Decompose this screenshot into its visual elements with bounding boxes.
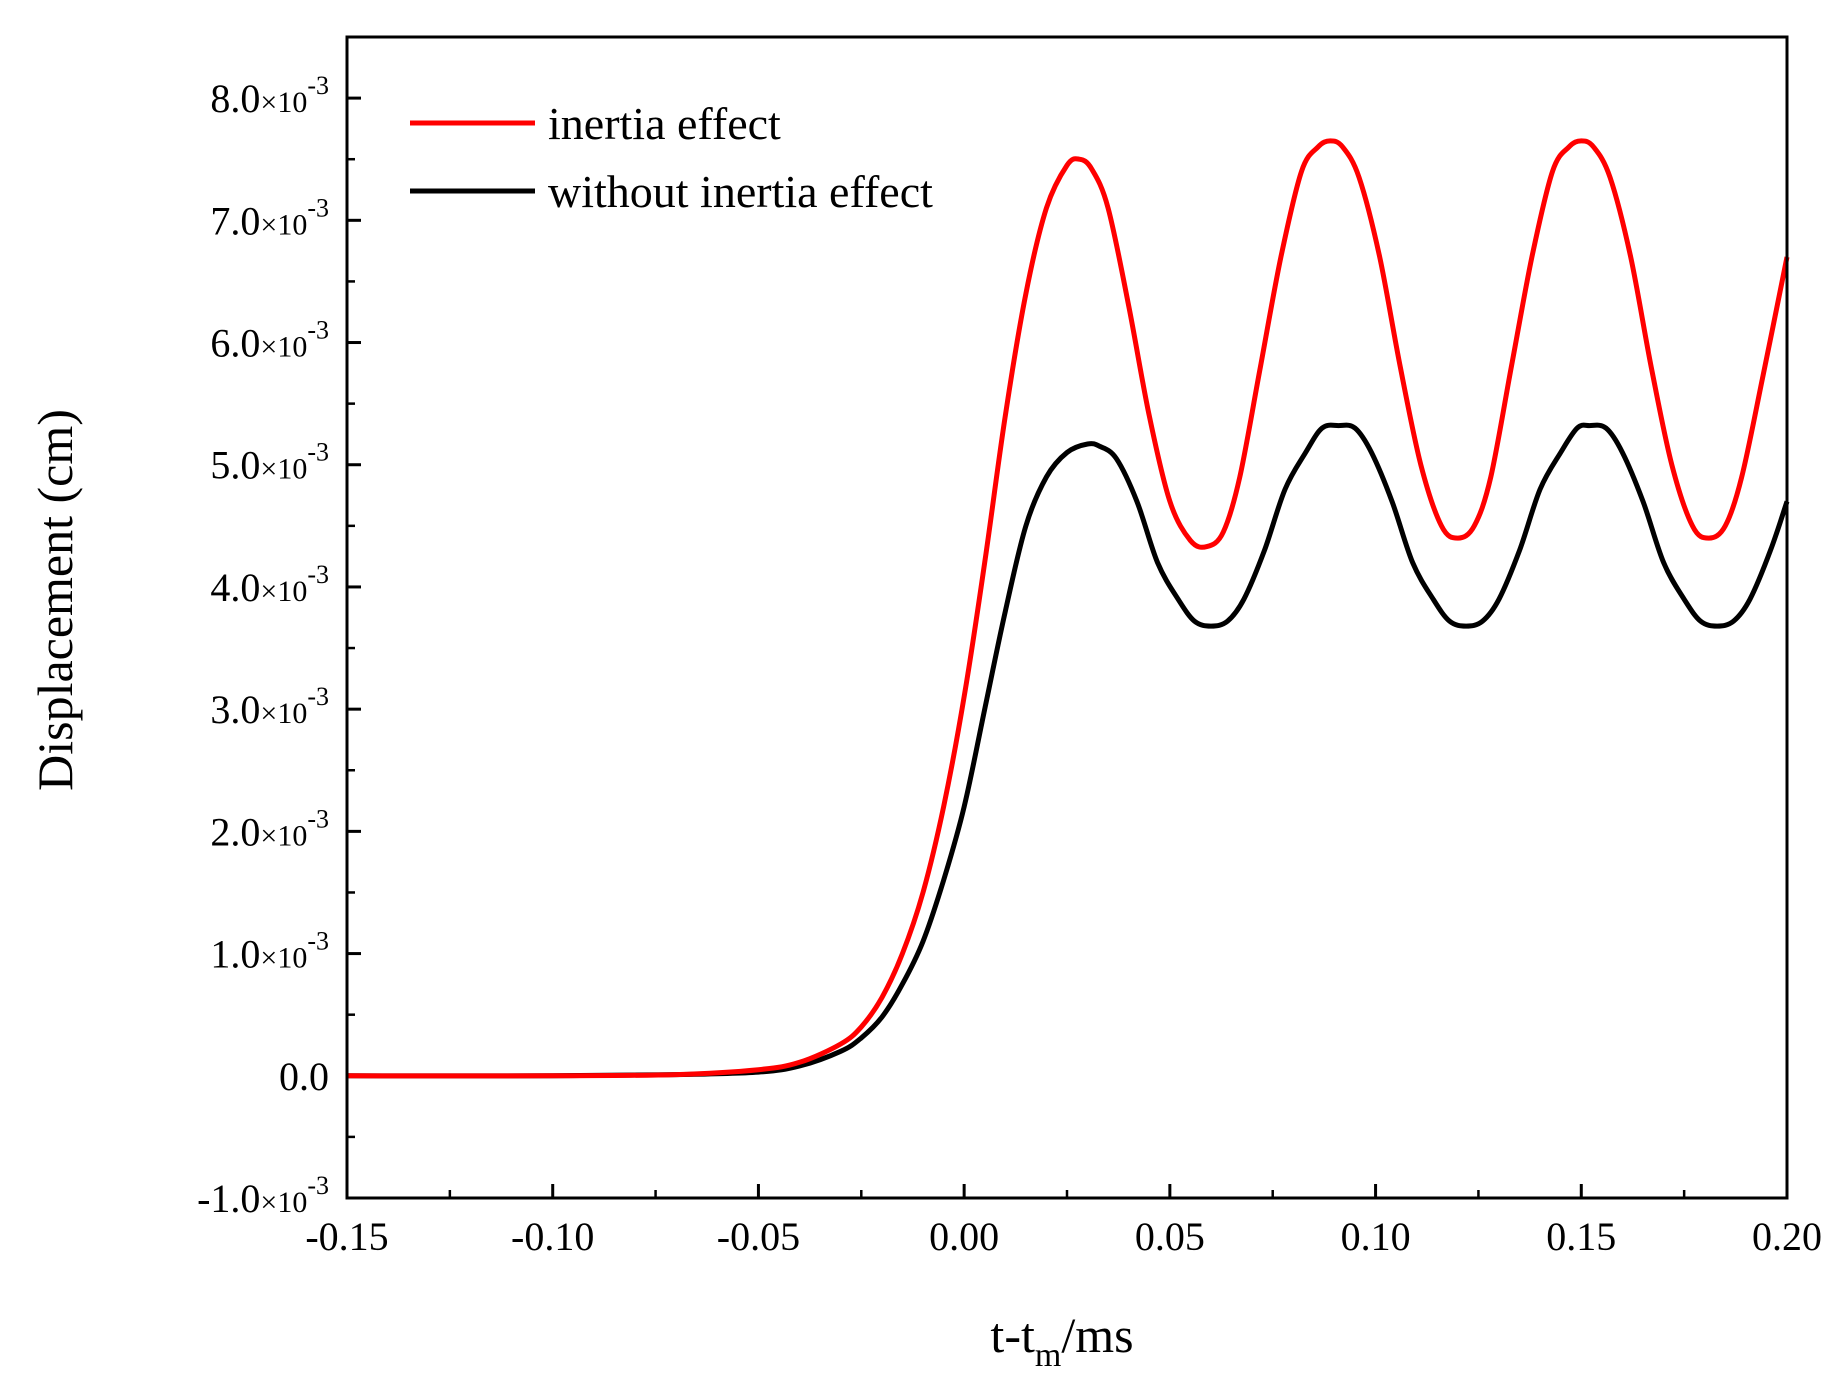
y-tick-multiplier: ×10 <box>260 1186 307 1219</box>
y-tick-label: 1.0×10-3 <box>210 927 329 977</box>
series-layer <box>346 138 1790 1079</box>
x-tick-label: -0.10 <box>511 1214 594 1259</box>
y-axis-title: Displacement (cm) <box>27 409 83 791</box>
y-tick-exponent: -3 <box>307 193 329 222</box>
x-tick-label: 0.00 <box>929 1214 999 1259</box>
y-tick-multiplier: ×10 <box>260 331 307 364</box>
x-axis-title-rest: /ms <box>1061 1307 1133 1363</box>
y-tick-multiplier: ×10 <box>260 86 307 119</box>
y-tick-exponent: -3 <box>307 927 329 956</box>
y-tick-multiplier: ×10 <box>260 942 307 975</box>
y-tick-exponent: -3 <box>307 560 329 589</box>
y-tick-label: -1.0×10-3 <box>197 1171 329 1221</box>
legend-label-inertia-effect: inertia effect <box>548 98 781 149</box>
x-tick-label: -0.05 <box>717 1214 800 1259</box>
x-tick-label: 0.15 <box>1546 1214 1616 1259</box>
legend-label-without-inertia-effect: without inertia effect <box>548 166 933 217</box>
series-line-without-inertia-effect <box>346 422 1790 1079</box>
y-tick-label: 4.0×10-3 <box>210 560 329 610</box>
x-tick-label: 0.10 <box>1341 1214 1411 1259</box>
legend: inertia effect without inertia effect <box>410 98 933 217</box>
y-tick-exponent: -3 <box>307 682 329 711</box>
y-tick-mantissa: 0.0 <box>279 1054 329 1099</box>
y-tick-exponent: -3 <box>307 1171 329 1200</box>
x-axis-ticks: -0.15 -0.10 -0.05 0.00 0.05 0.10 0.15 0.20 <box>305 1184 1822 1259</box>
y-tick-exponent: -3 <box>307 438 329 467</box>
y-tick-mantissa: 7.0 <box>210 198 260 243</box>
x-axis-title-base: t-t <box>990 1307 1035 1363</box>
y-tick-label: 3.0×10-3 <box>210 682 329 732</box>
y-tick-multiplier: ×10 <box>260 819 307 852</box>
x-axis-title: t-tm/ms <box>990 1307 1133 1374</box>
y-tick-exponent: -3 <box>307 316 329 345</box>
y-tick-multiplier: ×10 <box>260 453 307 486</box>
y-tick-mantissa: 2.0 <box>210 809 260 854</box>
y-axis-ticks: -1.0×10-30.01.0×10-32.0×10-33.0×10-34.0×… <box>197 71 361 1221</box>
y-tick-label: 5.0×10-3 <box>210 438 329 488</box>
y-tick-label: 6.0×10-3 <box>210 316 329 366</box>
series-line-inertia-effect <box>346 138 1790 1079</box>
y-tick-mantissa: 1.0 <box>210 932 260 977</box>
y-tick-mantissa: -1.0 <box>197 1176 260 1221</box>
x-tick-label: -0.15 <box>305 1214 388 1259</box>
x-tick-label: 0.05 <box>1135 1214 1205 1259</box>
y-tick-mantissa: 5.0 <box>210 443 260 488</box>
plot-frame <box>345 35 1789 1200</box>
x-axis-title-subscript: m <box>1035 1337 1061 1374</box>
y-tick-exponent: -3 <box>307 804 329 833</box>
y-tick-exponent: -3 <box>307 71 329 100</box>
y-tick-mantissa: 6.0 <box>210 321 260 366</box>
y-tick-multiplier: ×10 <box>260 575 307 608</box>
x-tick-label: 0.20 <box>1752 1214 1822 1259</box>
y-tick-mantissa: 8.0 <box>210 76 260 121</box>
y-tick-label: 2.0×10-3 <box>210 804 329 854</box>
y-tick-label: 8.0×10-3 <box>210 71 329 121</box>
y-tick-mantissa: 3.0 <box>210 687 260 732</box>
y-tick-label: 7.0×10-3 <box>210 193 329 243</box>
y-tick-label: 0.0 <box>279 1054 329 1099</box>
y-tick-multiplier: ×10 <box>260 208 307 241</box>
y-tick-multiplier: ×10 <box>260 697 307 730</box>
y-tick-mantissa: 4.0 <box>210 565 260 610</box>
